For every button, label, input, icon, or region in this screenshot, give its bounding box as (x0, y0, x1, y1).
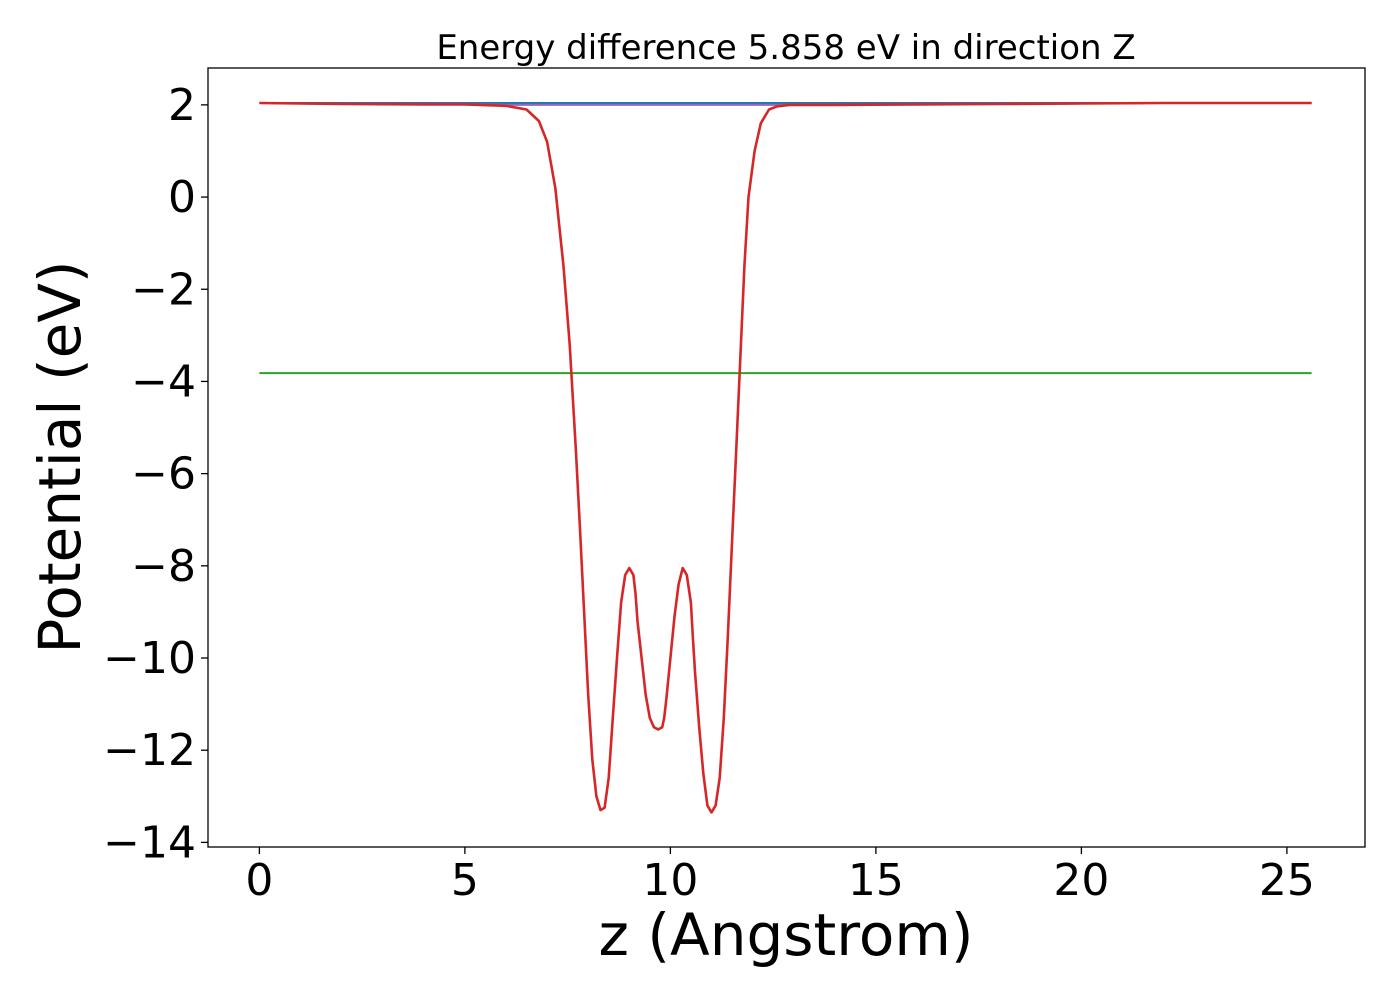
x-tick-label: 25 (1259, 855, 1315, 906)
y-tick-label: −12 (103, 725, 196, 776)
x-tick-label: 0 (245, 855, 273, 906)
plot-frame (207, 67, 1366, 848)
y-axis-ticks: 2 0 −2 −4 −6 −8 −10 −12 −14 (103, 80, 208, 868)
x-tick-label: 5 (451, 855, 479, 906)
x-tick-label: 15 (848, 855, 904, 906)
y-tick-label: −10 (103, 633, 196, 684)
plot-lines (259, 101, 1312, 814)
x-axis-ticks: 0 5 10 15 20 25 (245, 847, 1315, 906)
y-axis-label: Potential (eV) (26, 260, 94, 653)
series-line-3 (259, 101, 1312, 814)
x-tick-label: 20 (1053, 855, 1109, 906)
y-tick-label: −14 (103, 817, 196, 868)
x-tick-label: 10 (642, 855, 698, 906)
y-tick-label: −6 (131, 449, 196, 500)
y-tick-label: 0 (168, 172, 196, 223)
y-tick-label: −4 (131, 356, 196, 407)
y-tick-label: −8 (131, 541, 196, 592)
y-tick-label: 2 (168, 80, 196, 131)
y-tick-label: −2 (131, 264, 196, 315)
chart-title: Energy difference 5.858 eV in direction … (436, 28, 1135, 68)
x-axis-label: z (Angstrom) (599, 901, 974, 969)
